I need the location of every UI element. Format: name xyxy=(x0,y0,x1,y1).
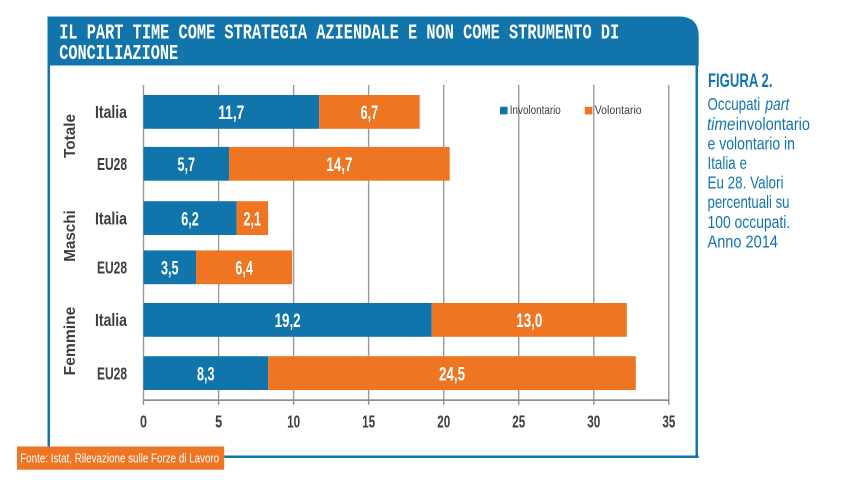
svg-text:3,5: 3,5 xyxy=(161,259,179,280)
svg-text:Maschi: Maschi xyxy=(62,210,79,262)
svg-text:EU28: EU28 xyxy=(97,154,127,174)
svg-text:Italia e: Italia e xyxy=(708,153,747,173)
svg-text:35: 35 xyxy=(662,412,675,432)
svg-text:percentuali su: percentuali su xyxy=(708,192,790,212)
svg-text:15: 15 xyxy=(362,412,375,432)
svg-text:6,7: 6,7 xyxy=(361,103,379,124)
svg-text:Occupati: Occupati xyxy=(708,94,761,114)
svg-text:11,7: 11,7 xyxy=(218,103,244,124)
svg-text:100 occupati.: 100 occupati. xyxy=(708,212,791,232)
svg-text:0: 0 xyxy=(140,412,147,432)
svg-text:IL PART TIME COME STRATEGIA AZ: IL PART TIME COME STRATEGIA AZIENDALE E … xyxy=(59,23,619,46)
svg-text:6,4: 6,4 xyxy=(235,259,253,280)
svg-text:8,3: 8,3 xyxy=(197,364,215,385)
svg-text:Italia: Italia xyxy=(95,208,127,228)
svg-text:part: part xyxy=(765,94,791,114)
svg-text:5,7: 5,7 xyxy=(178,155,196,176)
svg-text:20: 20 xyxy=(437,412,450,432)
svg-text:14,7: 14,7 xyxy=(326,155,352,176)
svg-text:Fonte: Istat, Rilevazione sull: Fonte: Istat, Rilevazione sulle Forze di… xyxy=(20,452,219,466)
svg-text:EU28: EU28 xyxy=(97,363,127,383)
svg-text:EU28: EU28 xyxy=(97,258,127,278)
svg-text:Italia: Italia xyxy=(95,102,127,122)
svg-text:CONCILIAZIONE: CONCILIAZIONE xyxy=(59,43,178,66)
svg-text:Femmine: Femmine xyxy=(62,307,79,376)
svg-text:25: 25 xyxy=(512,412,525,432)
svg-text:Involontario: Involontario xyxy=(510,105,561,117)
svg-text:24,5: 24,5 xyxy=(439,364,465,385)
svg-text:5: 5 xyxy=(215,412,222,432)
svg-text:30: 30 xyxy=(587,412,600,432)
svg-text:time: time xyxy=(707,114,736,134)
svg-text:FIGURA 2.: FIGURA 2. xyxy=(708,70,773,92)
svg-text:Anno 2014: Anno 2014 xyxy=(708,231,779,251)
svg-text:Eu 28. Valori: Eu 28. Valori xyxy=(708,173,784,193)
svg-text:2,1: 2,1 xyxy=(244,209,262,230)
svg-text:10: 10 xyxy=(287,412,300,432)
svg-text:6,2: 6,2 xyxy=(181,209,199,230)
svg-text:19,2: 19,2 xyxy=(275,311,301,332)
svg-text:Totale: Totale xyxy=(62,114,79,158)
svg-text:13,0: 13,0 xyxy=(516,311,542,332)
svg-text:e volontario in: e volontario in xyxy=(708,133,796,153)
svg-text:Volontario: Volontario xyxy=(595,105,642,117)
svg-text:Italia: Italia xyxy=(95,310,127,330)
svg-text:involontario: involontario xyxy=(736,114,810,134)
